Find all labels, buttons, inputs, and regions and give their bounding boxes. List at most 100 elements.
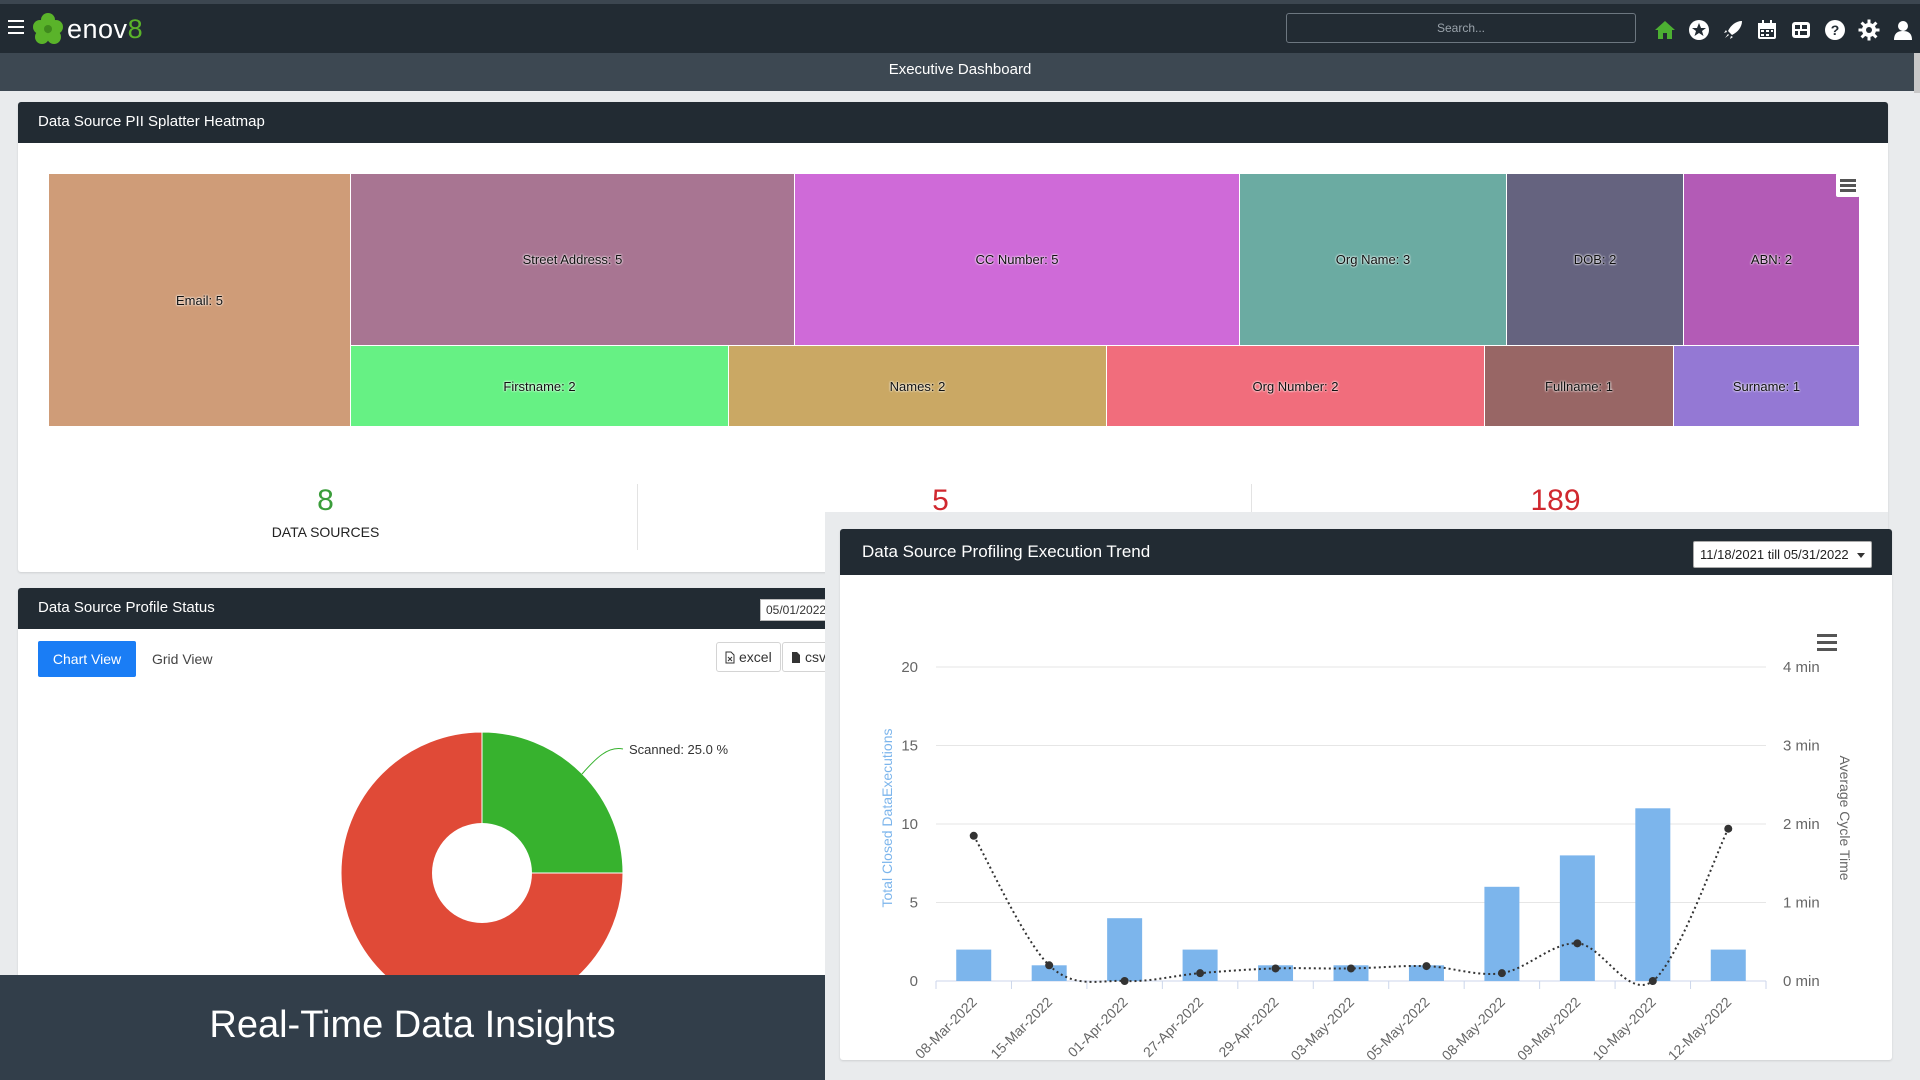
stat-value: 8: [317, 484, 334, 517]
chart-view-button[interactable]: Chart View: [38, 641, 136, 677]
hamburger-menu-icon[interactable]: [8, 20, 24, 34]
treemap-cell-org-name[interactable]: Org Name: 3: [1239, 173, 1507, 346]
grid-view-button[interactable]: Grid View: [152, 651, 213, 667]
x-axis-tick-label: 08-Mar-2022: [912, 994, 980, 1060]
brand-logo[interactable]: enov8: [32, 10, 143, 48]
chart-menu-icon[interactable]: [1817, 648, 1837, 651]
treemap-cell-names[interactable]: Names: 2: [728, 345, 1107, 427]
cycle-time-point[interactable]: [1347, 964, 1355, 973]
stat-data-sources: 8 DATA SOURCES: [18, 460, 633, 572]
y-axis-left-tick-label: 0: [910, 973, 918, 990]
cycle-time-point[interactable]: [1196, 969, 1205, 978]
csv-label: csv: [805, 649, 826, 665]
treemap-cell-surname[interactable]: Surname: 1: [1673, 345, 1860, 427]
chart-menu-icon[interactable]: [1817, 641, 1837, 644]
caption-banner: Real-Time Data Insights: [0, 975, 825, 1080]
treemap-cell-abn[interactable]: ABN: 2: [1683, 173, 1860, 346]
treemap-cell-org-number[interactable]: Org Number: 2: [1106, 345, 1485, 427]
calendar-icon[interactable]: [1750, 17, 1784, 43]
top-navbar: enov8 ?: [0, 0, 1920, 53]
stat-value: 5: [932, 484, 949, 517]
stat-label: DATA SOURCES: [271, 524, 380, 540]
file-icon: [725, 651, 735, 663]
chevron-down-icon: [1857, 553, 1865, 558]
donut-slice-scanned[interactable]: [481, 731, 624, 874]
chart-bar[interactable]: [956, 949, 992, 981]
help-icon[interactable]: ?: [1818, 17, 1852, 43]
donut-hole: [432, 823, 532, 923]
chart-bar[interactable]: [1710, 949, 1746, 981]
rocket-icon[interactable]: [1716, 17, 1750, 43]
chart-bar[interactable]: [1559, 855, 1595, 981]
cycle-time-point[interactable]: [1422, 962, 1431, 971]
chart-bar[interactable]: [1484, 886, 1520, 981]
treemap-cell-dob[interactable]: DOB: 2: [1506, 173, 1684, 346]
svg-text:?: ?: [1831, 22, 1840, 38]
nav-icon-group: ?: [1648, 17, 1920, 43]
x-axis-tick-label: 29-Apr-2022: [1215, 994, 1281, 1060]
star-icon[interactable]: [1682, 17, 1716, 43]
dashboard-icon[interactable]: [1784, 17, 1818, 43]
excel-label: excel: [739, 649, 772, 665]
file-icon: [792, 651, 800, 663]
x-axis-tick-label: 12-May-2022: [1665, 994, 1735, 1060]
treemap-cell-email[interactable]: Email: 5: [48, 173, 351, 427]
x-axis-tick-label: 15-Mar-2022: [987, 994, 1055, 1060]
treemap-cell-cc-number[interactable]: CC Number: 5: [794, 173, 1240, 346]
cycle-time-line: [972, 828, 1730, 986]
profile-status-panel: Data Source Profile Status 05/01/2022 Ch…: [18, 588, 848, 1008]
stat-third: 189: [1248, 460, 1863, 572]
profile-status-title: Data Source Profile Status: [18, 588, 848, 629]
x-axis-tick-label: 27-Apr-2022: [1140, 994, 1206, 1060]
date-range-label: 11/18/2021 till 05/31/2022: [1700, 547, 1849, 562]
treemap-cell-street-address[interactable]: Street Address: 5: [350, 173, 795, 346]
excel-export-button[interactable]: excel: [716, 642, 781, 672]
flower-logo-icon: [33, 13, 63, 44]
treemap-cell-firstname[interactable]: Firstname: 2: [350, 345, 729, 427]
cycle-time-point[interactable]: [1497, 969, 1506, 978]
settings-icon[interactable]: [1852, 17, 1886, 43]
chart-bar[interactable]: [1031, 965, 1067, 981]
x-axis-tick-label: 01-Apr-2022: [1064, 994, 1130, 1060]
x-axis-tick-label: 09-May-2022: [1514, 994, 1584, 1060]
stat-value: 189: [1530, 484, 1581, 517]
cycle-time-point[interactable]: [969, 831, 978, 840]
chart-bar[interactable]: [1333, 965, 1369, 981]
y-axis-right-tick-label: 3 min: [1783, 738, 1820, 755]
chart-bar[interactable]: [1635, 808, 1671, 981]
execution-trend-chart: 0 5 10 15 20 0 min 1 min 2 min 3 min 4 min Total C…: [879, 634, 1853, 1060]
date-range-dropdown[interactable]: 11/18/2021 till 05/31/2022: [1693, 541, 1872, 568]
heatmap-menu-icon[interactable]: [1836, 173, 1860, 197]
x-axis-tick-label: 10-May-2022: [1589, 994, 1659, 1060]
pii-treemap: Email: 5 Street Address: 5 CC Number: 5 …: [48, 173, 1860, 427]
treemap-cell-fullname[interactable]: Fullname: 1: [1484, 345, 1674, 427]
y-axis-right-tick-label: 0 min: [1783, 973, 1820, 990]
stats-row: 8 DATA SOURCES 5 189: [18, 460, 1888, 572]
pii-heatmap-panel: Data Source PII Splatter Heatmap Email: …: [18, 102, 1888, 572]
stat-divider: [637, 484, 638, 550]
donut-slice-not-scanned[interactable]: [340, 731, 624, 1008]
cycle-time-point[interactable]: [1648, 977, 1657, 985]
cycle-time-point[interactable]: [1573, 939, 1582, 948]
y-axis-left-tick-label: 5: [910, 895, 918, 912]
cycle-time-point[interactable]: [1724, 824, 1733, 833]
y-axis-left-tick-label: 15: [901, 738, 918, 755]
donut-label-connector: [581, 748, 624, 775]
user-icon[interactable]: [1886, 17, 1920, 43]
y-axis-right-tick-label: 4 min: [1783, 659, 1820, 676]
heatmap-title: Data Source PII Splatter Heatmap: [18, 102, 1888, 143]
page-scrollbar[interactable]: [1914, 53, 1920, 93]
y-axis-right-title: Average Cycle Time: [1837, 755, 1853, 880]
cycle-time-point[interactable]: [1120, 977, 1129, 985]
cycle-time-point[interactable]: [1271, 964, 1280, 973]
brand-name-suffix: 8: [127, 13, 144, 44]
chart-menu-icon[interactable]: [1817, 634, 1837, 637]
home-icon[interactable]: [1648, 17, 1682, 43]
cycle-time-point[interactable]: [1045, 961, 1054, 970]
brand-name: enov: [67, 13, 128, 44]
chart-bar[interactable]: [1408, 965, 1444, 981]
x-axis-tick-label: 03-May-2022: [1287, 994, 1357, 1060]
search-input[interactable]: [1286, 13, 1636, 43]
stat-second: 5: [633, 460, 1248, 572]
chart-bar[interactable]: [1107, 918, 1143, 981]
